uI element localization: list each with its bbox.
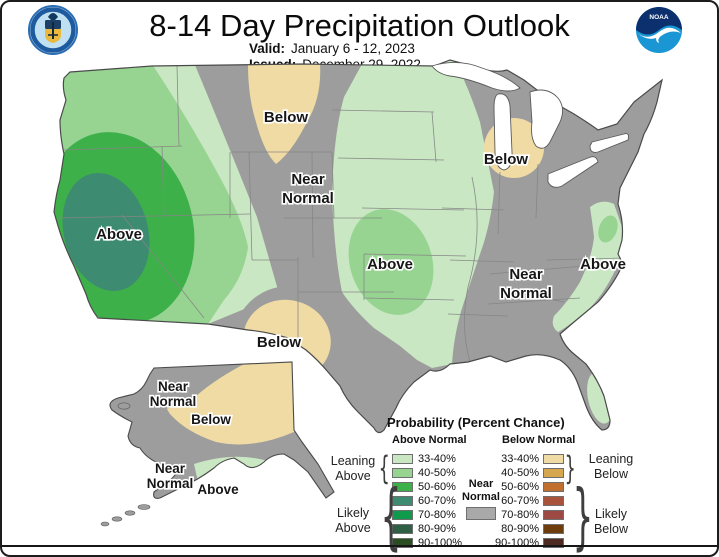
leaning-above-brace: { <box>378 449 390 487</box>
lake-ontario <box>589 133 629 153</box>
valid-label: Valid: <box>249 41 286 56</box>
legend-below-header: Below Normal <box>502 434 576 446</box>
map-label-ak-sw-near-1: Near <box>155 461 186 476</box>
legend-below-range-0: 33-40% <box>501 453 539 465</box>
map-label-texas-below: Below <box>257 334 302 351</box>
alaska-outline <box>109 361 335 499</box>
legend-above-range-5: 80-90% <box>418 523 456 535</box>
legend-above-range-1: 40-50% <box>418 467 456 479</box>
legend-below-range-6: 90-100% <box>494 537 539 549</box>
legend-above-range-3: 60-70% <box>418 495 456 507</box>
legend-below-swatch-50 <box>543 482 564 492</box>
legend-below-swatch-70 <box>543 510 564 520</box>
likely-below-brace: } <box>572 474 594 557</box>
legend-below-range-3: 60-70% <box>501 495 539 507</box>
noaa-logo-icon: NOAA <box>636 7 682 53</box>
legend-above-range-2: 50-60% <box>418 481 456 493</box>
state-boundaries <box>56 65 624 363</box>
bottom-divider <box>2 545 717 547</box>
legend-near-normal-swatch <box>466 507 496 520</box>
legend-above-swatch-50 <box>392 482 413 492</box>
map-labels: Above Below Near Normal Above Below Belo… <box>94 107 627 498</box>
map-label-central-near-2: Normal <box>282 190 334 207</box>
region-above-40-delmarva <box>598 215 618 243</box>
legend-below-range-5: 80-90% <box>501 523 539 535</box>
map-label-central-above: Above <box>367 256 413 273</box>
great-lakes <box>431 62 629 188</box>
map-label-eastcoast-above: Above <box>580 256 626 273</box>
legend-below-range-4: 70-80% <box>501 509 539 521</box>
lake-superior <box>431 62 521 92</box>
valid-line: Valid: January 6 - 12, 2023 <box>249 41 421 57</box>
lake-michigan <box>493 93 513 171</box>
lake-huron <box>529 89 563 149</box>
region-near-normal-wedge <box>197 64 360 298</box>
noaa-logo-text: NOAA <box>649 14 668 21</box>
map-label-ak-above: Above <box>197 482 239 497</box>
leaning-above-label: Leaning Above <box>330 454 376 483</box>
likely-below-label: Likely Below <box>593 507 629 536</box>
map-label-ak-nw-near-1: Near <box>158 379 189 394</box>
region-above-40-central <box>348 209 434 315</box>
likely-above-label: Likely Above <box>335 506 371 535</box>
map-label-north-below: Below <box>264 109 309 126</box>
legend-below-swatch-33 <box>543 454 564 464</box>
map-label-west-above: Above <box>96 226 142 243</box>
map-label-ak-below: Below <box>191 412 231 427</box>
legend-above-swatch-70 <box>392 510 413 520</box>
legend-below-swatch-60 <box>543 496 564 506</box>
legend-near-normal-label: Near Normal <box>462 478 500 503</box>
legend-above-header: Above Normal <box>392 434 467 446</box>
legend-above-swatch-40 <box>392 468 413 478</box>
leaning-below-label: Leaning Below <box>588 452 634 481</box>
legend-above-range-0: 33-40% <box>418 453 456 465</box>
likely-above-brace: { <box>380 474 402 557</box>
region-above-60-california <box>62 173 150 291</box>
aleutian-islands <box>100 402 151 527</box>
ak-region-near-normal-nw <box>152 364 244 410</box>
probability-legend: Probability (Percent Chance) Above Norma… <box>312 410 717 557</box>
map-label-ak-sw-near-2: Normal <box>147 476 194 491</box>
map-label-central-near-1: Near <box>291 171 325 188</box>
legend-below-range-2: 50-60% <box>501 481 539 493</box>
legend-above-swatch-90 <box>392 538 413 548</box>
legend-above-swatch-80 <box>392 524 413 534</box>
conus-outline <box>53 59 663 434</box>
leaning-below-brace: } <box>564 449 576 487</box>
legend-below-swatch-80 <box>543 524 564 534</box>
lake-erie <box>547 156 599 188</box>
page-title: 8-14 Day Precipitation Outlook <box>149 8 570 43</box>
map-label-east-near-2: Normal <box>500 285 552 302</box>
legend-below-range-1: 40-50% <box>501 467 539 479</box>
legend-above-swatch-33 <box>392 454 413 464</box>
commerce-seal-icon <box>28 5 78 55</box>
legend-title: Probability (Percent Chance) <box>387 415 565 430</box>
legend-above-swatch-60 <box>392 496 413 506</box>
map-label-ak-nw-near-2: Normal <box>150 394 197 409</box>
legend-above-range-4: 70-80% <box>418 509 456 521</box>
region-below-montana <box>248 64 321 164</box>
legend-below-swatch-40 <box>543 468 564 478</box>
conus-regions <box>54 60 662 433</box>
map-label-east-near-1: Near <box>509 266 543 283</box>
valid-value: January 6 - 12, 2023 <box>291 41 415 56</box>
legend-below-swatch-90 <box>543 538 564 548</box>
map-label-michigan-below: Below <box>484 151 529 168</box>
